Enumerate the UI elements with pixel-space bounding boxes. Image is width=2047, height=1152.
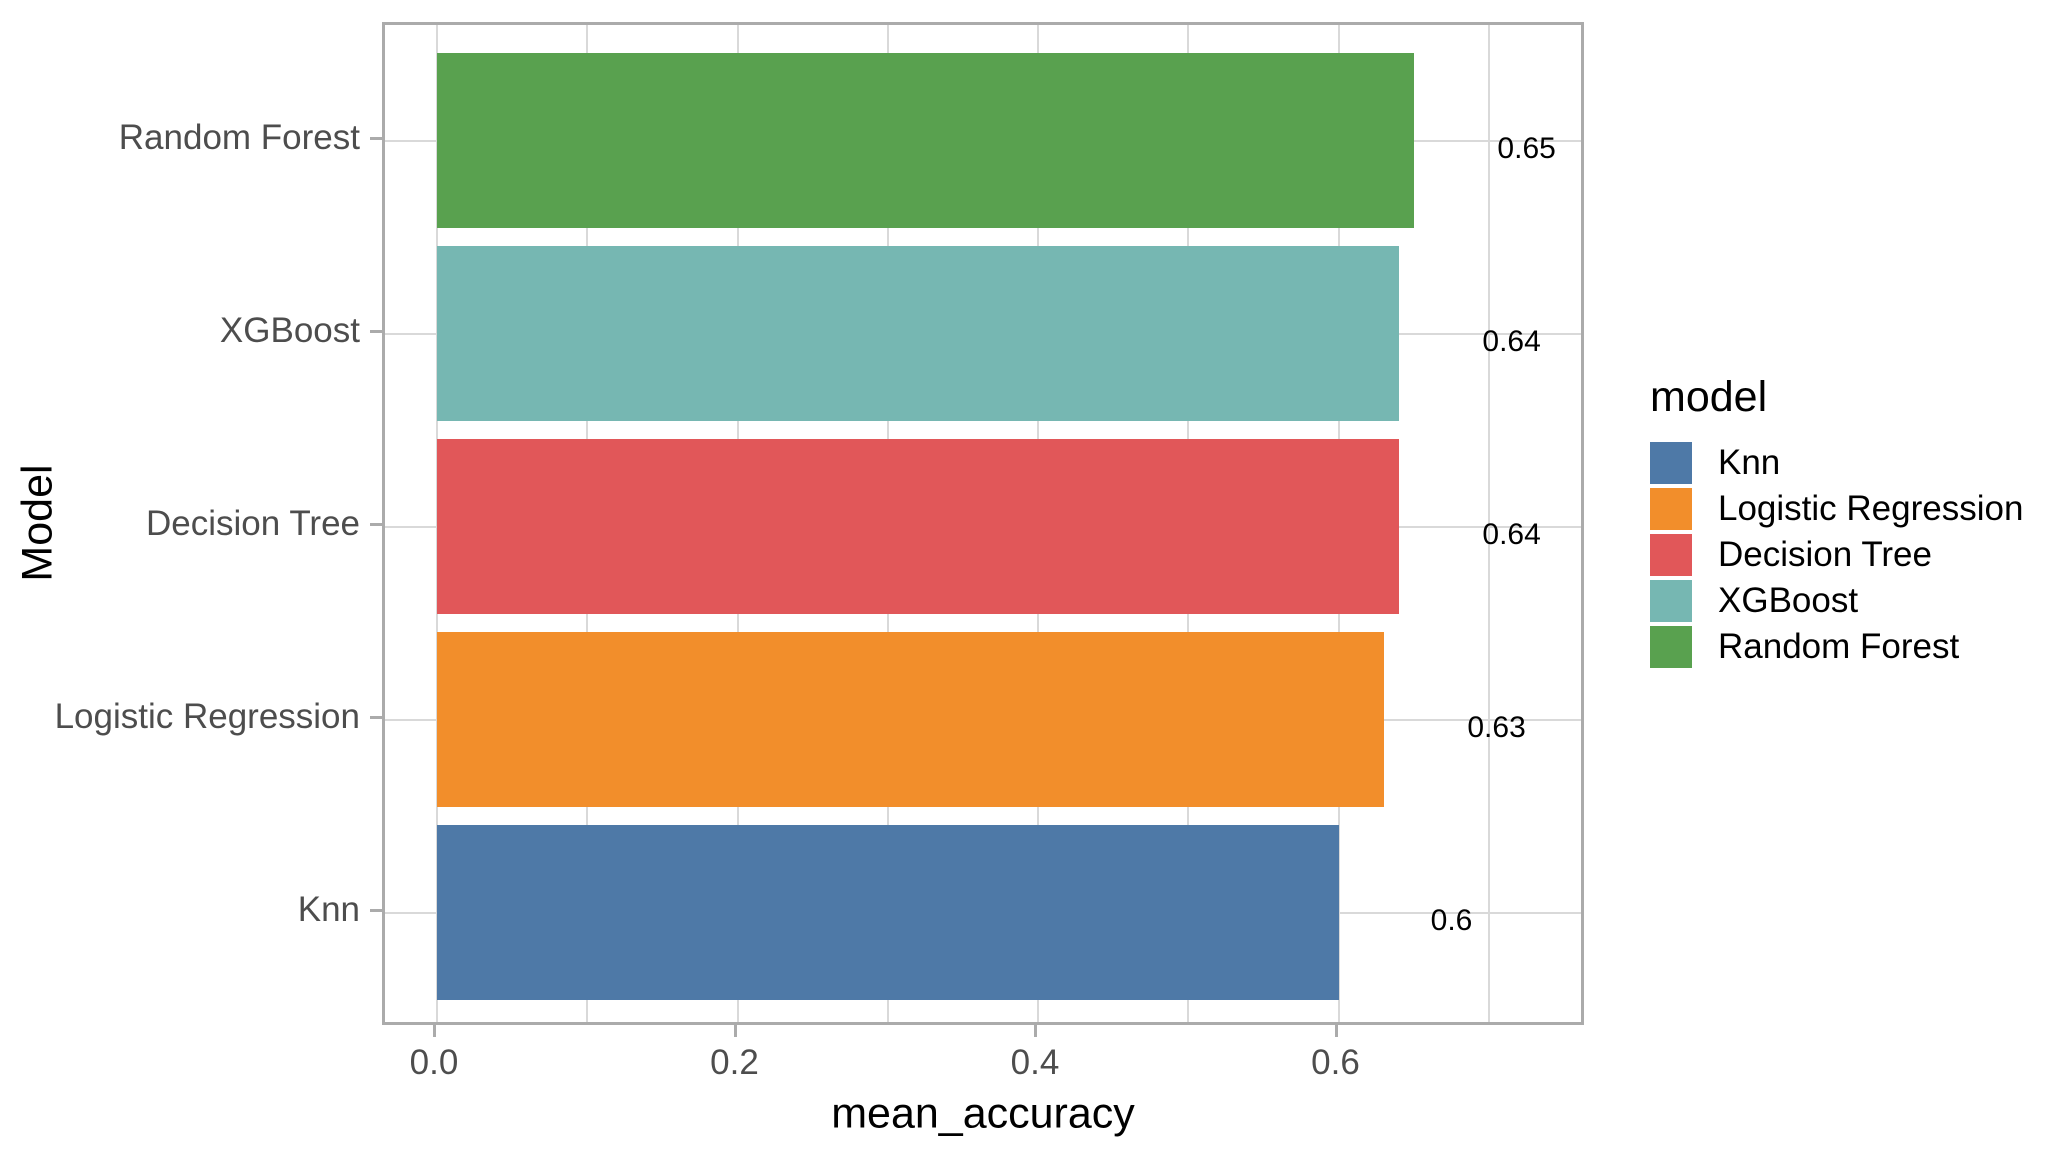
legend-item-knn: Knn: [1650, 440, 2023, 486]
bar-value-label-xgboost: 0.64: [1482, 324, 1541, 358]
x-axis-tick-0.4: [1034, 1025, 1037, 1037]
bar-value-label-random-forest: 0.65: [1497, 131, 1556, 165]
x-tick-label: 0.6: [1311, 1043, 1360, 1082]
y-tick-label-random-forest: Random Forest: [118, 117, 360, 157]
x-axis-tick-0: [433, 1025, 436, 1037]
legend-swatch-xgboost-icon: [1650, 580, 1692, 622]
bar-xgboost: [437, 246, 1399, 421]
x-axis-tick-0.2: [733, 1025, 737, 1037]
legend-item-random-forest: Random Forest: [1650, 624, 2023, 670]
x-tick-label: 0.2: [710, 1043, 759, 1082]
bar-value-label-decision-tree: 0.64: [1482, 517, 1541, 551]
legend-label-knn: Knn: [1718, 443, 1781, 482]
legend-swatch-knn-icon: [1650, 442, 1692, 484]
legend-swatch-logistic-regression-icon: [1650, 488, 1692, 530]
legend-swatch-random-forest-icon: [1650, 626, 1692, 668]
legend-item-decision-tree: Decision Tree: [1650, 532, 2023, 578]
y-tick-label-logistic-regression: Logistic Regression: [54, 696, 360, 736]
legend-label-random-forest: Random Forest: [1718, 627, 1960, 666]
legend-items: Knn Logistic Regression Decision Tree XGBoo…: [1650, 440, 2023, 670]
legend-swatch-decision-tree-icon: [1650, 534, 1692, 576]
x-tick-label: 0.4: [1010, 1043, 1060, 1082]
bar-value-label-knn: 0.6: [1430, 903, 1473, 937]
y-axis-tick-logistic-regression: [370, 715, 382, 719]
bar-random-forest: [437, 53, 1414, 228]
x-axis-title: mean_accuracy: [831, 1089, 1135, 1138]
legend-item-logistic-regression: Logistic Regression: [1650, 486, 2023, 532]
y-axis-tick-decision-tree: [370, 522, 382, 526]
legend-label-xgboost: XGBoost: [1718, 581, 1859, 620]
gridline-x-0.7: [1487, 25, 1490, 1022]
legend-label-decision-tree: Decision Tree: [1718, 535, 1932, 574]
y-axis-tick-xgboost: [370, 329, 382, 333]
bar-value-label-logistic-regression: 0.63: [1467, 710, 1526, 744]
x-axis-tick-0.6: [1334, 1025, 1338, 1037]
plot-panel: [382, 22, 1584, 1025]
bar-decision-tree: [437, 439, 1399, 614]
legend-title: model: [1650, 373, 1768, 421]
y-axis-title: Model: [13, 464, 62, 582]
bar-knn: [437, 825, 1339, 1000]
y-axis-tick-random-forest: [370, 136, 382, 140]
y-axis-tick-knn: [370, 908, 382, 912]
bar-logistic-regression: [437, 632, 1384, 807]
x-tick-label: 0.0: [409, 1043, 459, 1082]
legend-label-logistic-regression: Logistic Regression: [1718, 489, 2024, 528]
y-tick-label-knn: Knn: [297, 889, 360, 929]
y-tick-label-xgboost: XGBoost: [219, 310, 360, 350]
legend-item-xgboost: XGBoost: [1650, 578, 2023, 624]
y-tick-label-decision-tree: Decision Tree: [146, 503, 360, 543]
